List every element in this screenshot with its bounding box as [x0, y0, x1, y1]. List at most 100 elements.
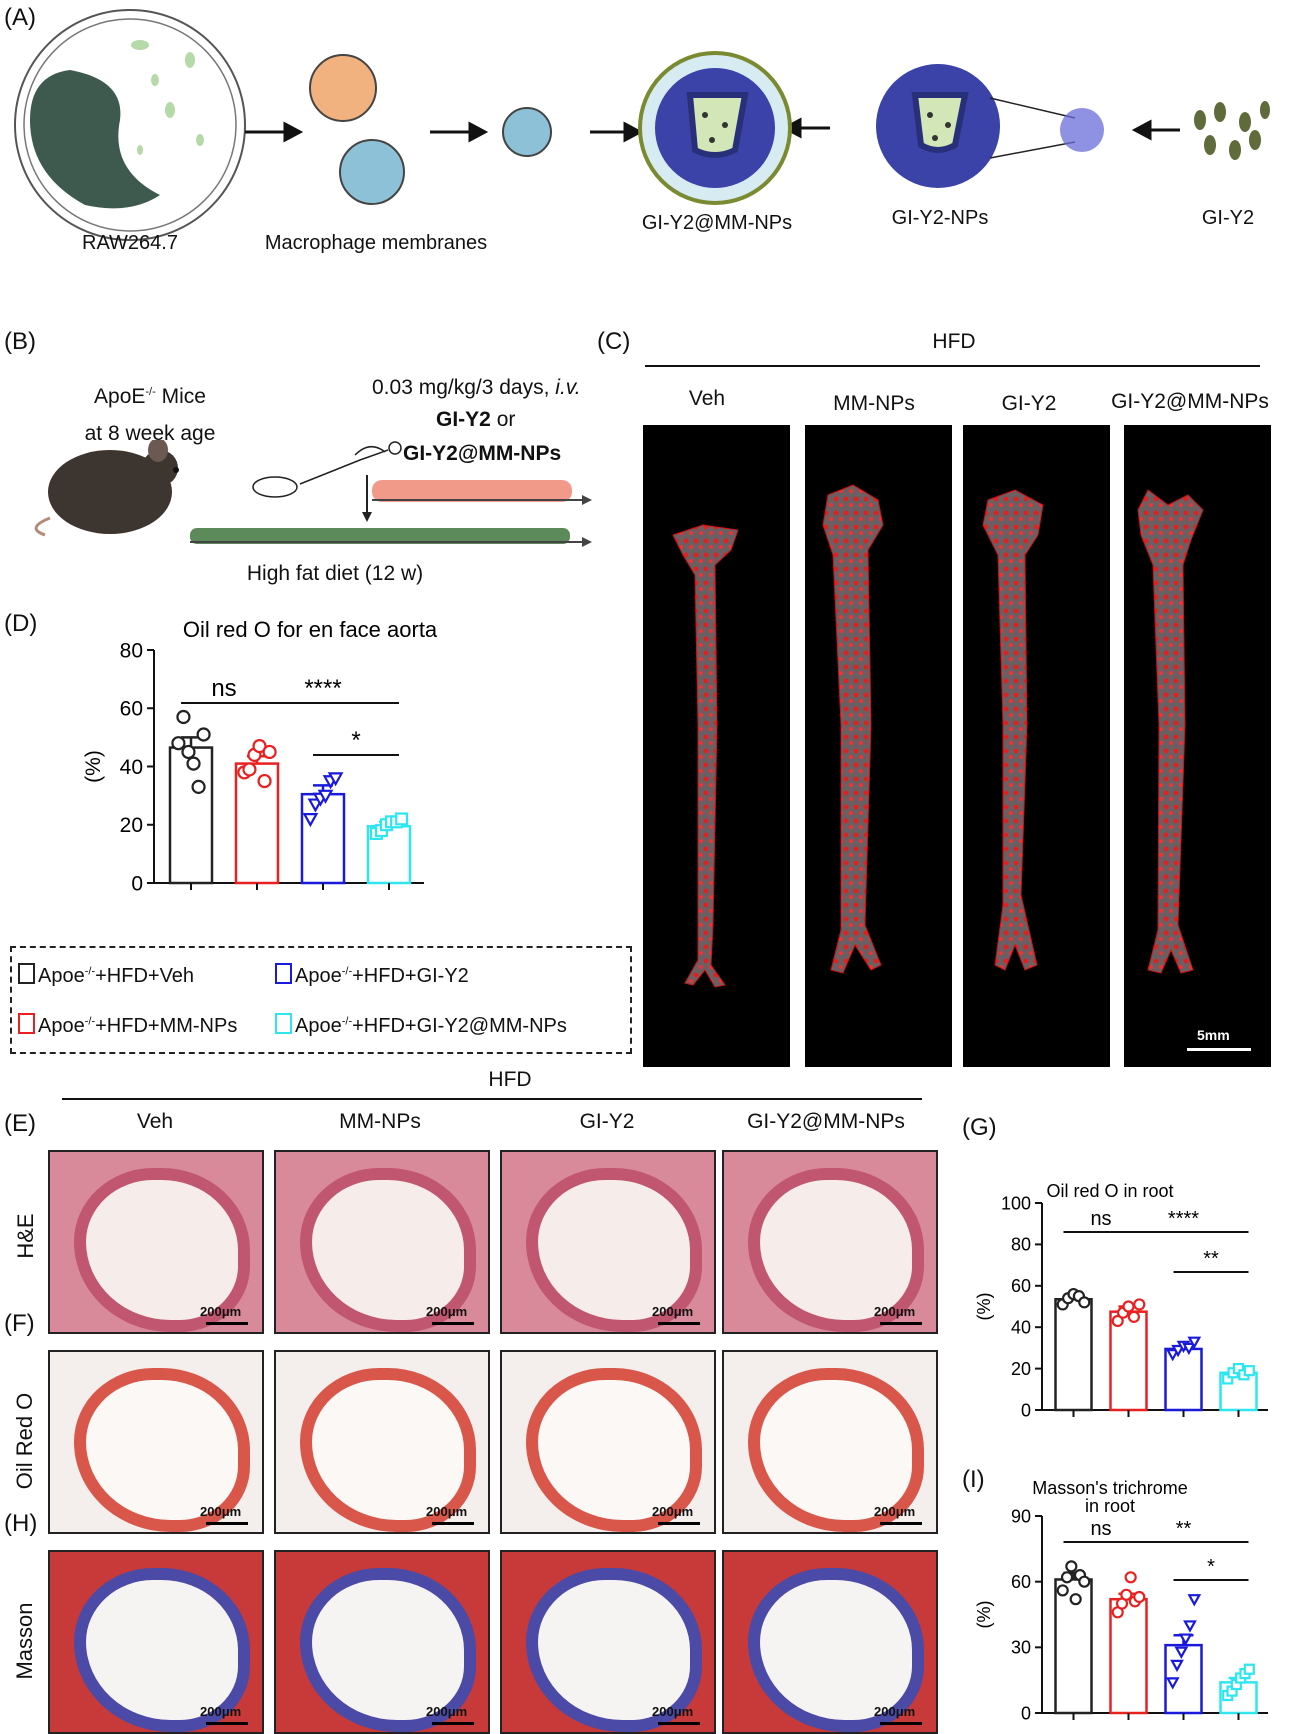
scale-label: 200μm: [652, 1704, 694, 1719]
data-point: [1056, 1584, 1069, 1597]
hfd-line-c: [645, 365, 1260, 367]
significance-label: **: [1176, 1518, 1192, 1540]
scale-label-c: 5mm: [1197, 1027, 1230, 1043]
bar: [1109, 1310, 1148, 1412]
significance-label: ****: [1168, 1208, 1199, 1230]
mmnps-label: GI-Y2@MM-NPs: [641, 212, 793, 234]
y-tick-label: 60: [120, 698, 143, 721]
histology-oil-red-o-giy2mm: 200μm: [722, 1350, 938, 1534]
panel-label-g: (G): [962, 1114, 997, 1141]
scalebar: [880, 1522, 922, 1525]
data-point: [1120, 1588, 1133, 1601]
data-point: [1124, 1571, 1137, 1584]
aorta-traces: [672, 484, 1204, 988]
legend-item-giy2: Apoe-/-+HFD+GI-Y2: [275, 963, 469, 988]
histology-oil-red-o-veh: 200μm: [48, 1350, 264, 1534]
significance-label: ns: [211, 675, 236, 702]
panel-label-f: (F): [4, 1310, 35, 1337]
data-point: [191, 779, 206, 794]
scalebar: [206, 1322, 248, 1325]
histology-masson-mmnps: 200μm: [274, 1550, 490, 1734]
data-point: [1111, 1314, 1124, 1328]
data-point: [1133, 1298, 1146, 1311]
data-point: [1078, 1296, 1091, 1309]
raw-label: RAW264.7: [82, 232, 178, 254]
bar: [1054, 1298, 1093, 1412]
aorta-group-veh: Veh: [688, 387, 726, 410]
data-point: [317, 789, 334, 804]
scalebar: [432, 1722, 474, 1725]
membranes-label: Macrophage membranes: [264, 232, 488, 254]
scale-label: 200μm: [652, 1304, 694, 1319]
data-point: [302, 813, 319, 828]
scale-label: 200μm: [874, 1704, 916, 1719]
scale-label: 200μm: [200, 1704, 242, 1719]
nps-label: GI-Y2-NPs: [891, 207, 989, 229]
panel-label-c: (C): [597, 328, 631, 355]
chart-title: Oil red O for en face aorta: [183, 617, 438, 642]
scalebar: [658, 1522, 700, 1525]
data-point: [1243, 1365, 1255, 1377]
y-tick-label: 60: [1011, 1572, 1031, 1592]
y-tick-label: 60: [1011, 1276, 1031, 1296]
aorta-group-mmnps: MM-NPs: [833, 392, 915, 415]
data-point: [1187, 1594, 1202, 1607]
data-point: [1178, 1633, 1193, 1646]
data-point: [1171, 1344, 1185, 1358]
data-point: [186, 756, 201, 771]
data-point: [1165, 1349, 1180, 1362]
y-axis-label: (%): [974, 1293, 994, 1321]
drug-particles-icon: [1194, 101, 1270, 160]
row-label-oro: Oil Red O: [12, 1392, 37, 1490]
panel-label-h: (H): [4, 1510, 38, 1537]
data-point: [1069, 1593, 1082, 1606]
histology-he-giy2: 200μm: [500, 1150, 716, 1334]
scalebar: [658, 1322, 700, 1325]
scale-label: 200μm: [426, 1504, 468, 1519]
schematic-graphic: [14, 9, 1270, 241]
chart-g: Oil red O in root 0 20 40 60 80 100 (%) ns ******: [974, 1181, 1268, 1420]
data-point: [1060, 1571, 1074, 1584]
nanoparticle-icon: [876, 64, 1104, 188]
significance-label: *: [1207, 1556, 1215, 1578]
histology-oil-red-o-mmnps: 200μm: [274, 1350, 490, 1534]
hfd-line-hist: [62, 1098, 922, 1100]
legend-item-mmnps: Apoe-/-+HFD+MM-NPs: [18, 1013, 237, 1038]
diet-label: High fat diet (12 w): [246, 562, 424, 585]
significance-label: **: [1203, 1248, 1219, 1270]
scale-label: 200μm: [426, 1304, 468, 1319]
protocol-graphic: [34, 440, 592, 547]
y-tick-label: 20: [120, 814, 143, 837]
histology-oil-red-o-giy2: 200μm: [500, 1350, 716, 1534]
chart-d: Oil red O for en face aorta 0 20 40 60 80 (%) n…: [82, 617, 438, 895]
scale-label: 200μm: [652, 1504, 694, 1519]
chart-subtitle: in root: [1085, 1496, 1135, 1516]
aorta-group-giy2: GI-Y2: [1001, 392, 1057, 415]
membrane-icon: [309, 54, 552, 205]
mouse-icon: [34, 440, 179, 537]
row-label-he: H&E: [13, 1213, 38, 1259]
hist-group-veh: Veh: [136, 1110, 174, 1133]
panel-label-d: (D): [4, 610, 38, 637]
drug1-label: GI-Y2 or: [436, 408, 516, 431]
drug2-label: GI-Y2@MM-NPs: [403, 442, 562, 465]
histology-masson-veh: 200μm: [48, 1550, 264, 1734]
data-point: [1065, 1560, 1078, 1573]
scalebar-c: [1187, 1048, 1251, 1051]
data-point: [171, 736, 186, 751]
legend-swatch-veh: [18, 963, 35, 984]
petri-dish-icon: [14, 9, 246, 241]
chart-title: Masson's trichrome: [1032, 1478, 1187, 1498]
y-tick-label: 30: [1011, 1638, 1031, 1658]
data-point: [262, 744, 277, 760]
data-point: [242, 762, 257, 777]
y-tick-label: 40: [1011, 1318, 1031, 1338]
data-point: [1174, 1646, 1189, 1659]
chart-title: Oil red O in root: [1046, 1181, 1173, 1201]
scalebar: [880, 1322, 922, 1325]
significance-label: *: [351, 727, 360, 754]
histology-he-giy2mm: 200μm: [722, 1150, 938, 1334]
legend-swatch-mmnps: [18, 1013, 35, 1034]
panel-label-b: (B): [4, 328, 36, 355]
panel-label-i: (I): [962, 1466, 985, 1493]
